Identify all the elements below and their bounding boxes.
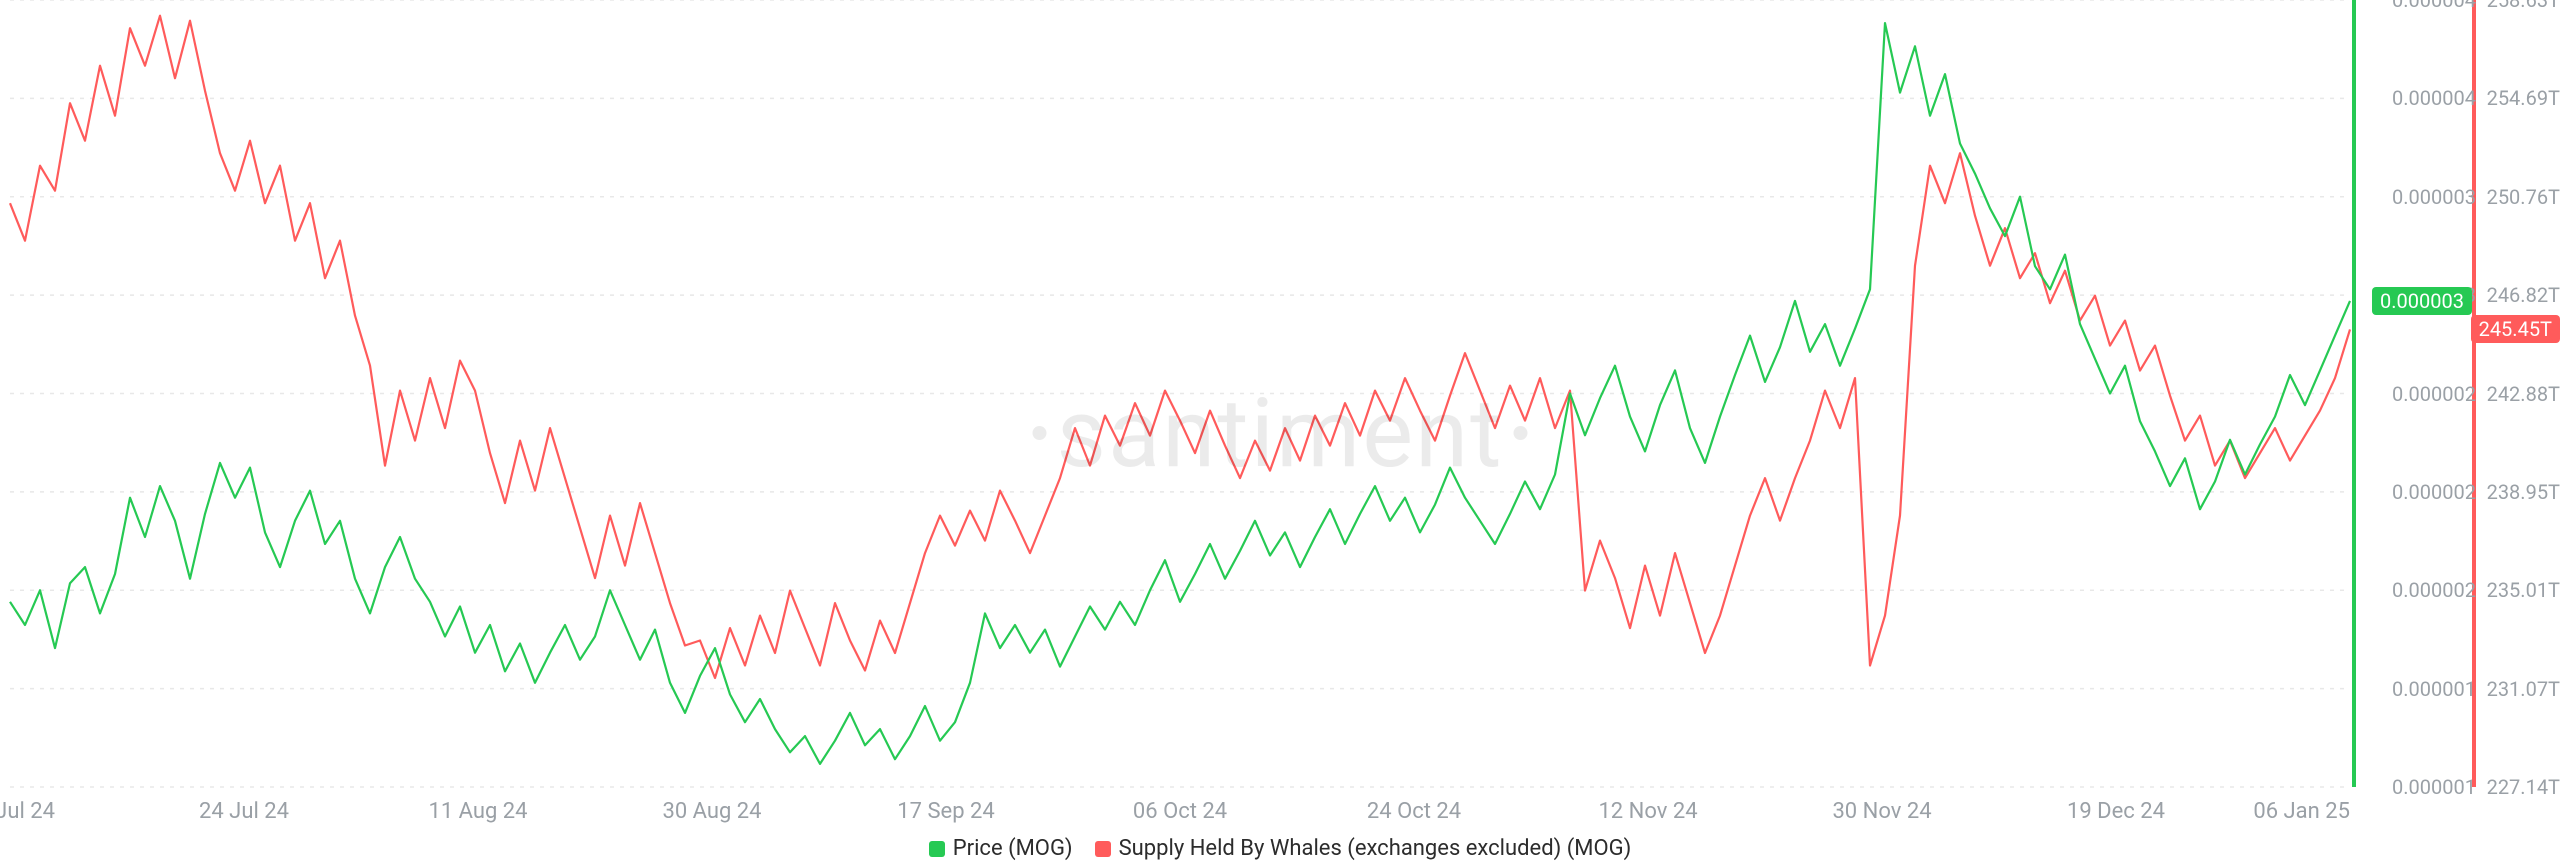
x-tick-label: 17 Sep 24 — [897, 799, 994, 824]
legend-label-price: Price (MOG) — [953, 836, 1073, 861]
legend-swatch-supply — [1095, 841, 1111, 857]
y-axis-right-labels: 227.14T231.07T235.01T238.95T242.88T246.8… — [2476, 0, 2560, 787]
legend-label-supply: Supply Held By Whales (exchanges exclude… — [1119, 836, 1632, 861]
y-right-tick-label: 254.69T — [2487, 86, 2560, 110]
x-tick-label: 30 Nov 24 — [1832, 799, 1931, 824]
y-left-tick-label: 0.000001 — [2392, 775, 2476, 799]
chart-svg[interactable] — [0, 0, 2560, 867]
x-tick-label: 06 Oct 24 — [1133, 799, 1227, 824]
y-right-tick-label: 238.95T — [2487, 480, 2560, 504]
y-left-tick-label: 0.000004 — [2392, 0, 2476, 12]
price-current-badge: 0.000003 — [2372, 287, 2472, 315]
supply-current-badge: 245.45T — [2471, 315, 2560, 343]
x-tick-label: 24 Oct 24 — [1367, 799, 1461, 824]
y-right-tick-label: 235.01T — [2487, 578, 2560, 602]
x-axis-labels: 05 Jul 24 24 Jul 24 11 Aug 24 30 Aug 24 17 S… — [0, 799, 2560, 827]
y-right-tick-label: 246.82T — [2487, 283, 2560, 307]
legend-swatch-price — [929, 841, 945, 857]
x-tick-label: 24 Jul 24 — [199, 799, 289, 824]
y-right-tick-label: 227.14T — [2487, 775, 2560, 799]
y-right-tick-label: 231.07T — [2487, 677, 2560, 701]
x-tick-label: 05 Jul 24 — [0, 799, 55, 824]
legend: Price (MOG) Supply Held By Whales (excha… — [0, 836, 2560, 861]
y-left-tick-label: 0.000002 — [2392, 480, 2476, 504]
y-left-tick-label: 0.000001 — [2392, 677, 2476, 701]
y-left-tick-label: 0.000002 — [2392, 382, 2476, 406]
y-right-tick-label: 258.63T — [2487, 0, 2560, 12]
x-tick-label: 19 Dec 24 — [2067, 799, 2165, 824]
y-left-tick-label: 0.000004 — [2392, 86, 2476, 110]
chart-container[interactable]: santiment 05 Jul 2424 Jul 2411 Aug 2430 … — [0, 0, 2560, 867]
y-right-tick-label: 242.88T — [2487, 382, 2560, 406]
y-left-tick-label: 0.000003 — [2392, 185, 2476, 209]
y-axis-left-labels: 0.0000010.0000010.0000020.0000020.000002… — [2356, 0, 2476, 787]
x-tick-label: 12 Nov 24 — [1598, 799, 1697, 824]
y-right-tick-label: 250.76T — [2487, 185, 2560, 209]
x-tick-label: 11 Aug 24 — [428, 799, 527, 824]
x-tick-label: 06 Jan 25 — [2253, 799, 2350, 824]
y-left-tick-label: 0.000002 — [2392, 578, 2476, 602]
x-tick-label: 30 Aug 24 — [662, 799, 761, 824]
legend-item-supply: Supply Held By Whales (exchanges exclude… — [1095, 836, 1632, 861]
legend-item-price: Price (MOG) — [929, 836, 1073, 861]
